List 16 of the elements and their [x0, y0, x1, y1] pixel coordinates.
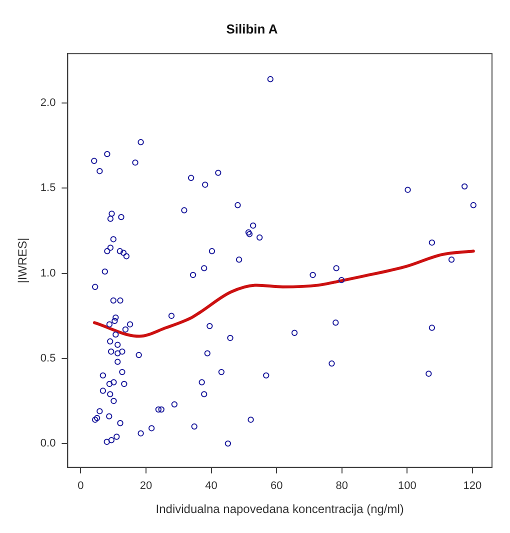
chart-title: Silibin A — [226, 21, 278, 36]
x-tick-label: 20 — [140, 480, 152, 492]
x-axis-title: Individualna napovedana koncentracija (ng/ml) — [156, 502, 404, 516]
x-tick-label: 120 — [463, 480, 482, 492]
x-tick-label: 60 — [270, 480, 283, 492]
x-tick-label: 100 — [398, 480, 416, 492]
x-tick-label: 0 — [78, 480, 84, 492]
line-series — [92, 250, 475, 338]
y-axis-title: |IWRES| — [16, 238, 30, 284]
y-tick-label: 0.5 — [40, 352, 56, 364]
y-tick-label: 1.0 — [40, 267, 56, 280]
x-tick-label: 40 — [205, 480, 218, 492]
y-tick-label: 2.0 — [40, 97, 56, 110]
y-tick-label: 0.0 — [40, 438, 56, 450]
y-tick-label: 1.5 — [40, 182, 56, 194]
x-tick-label: 80 — [336, 480, 348, 492]
